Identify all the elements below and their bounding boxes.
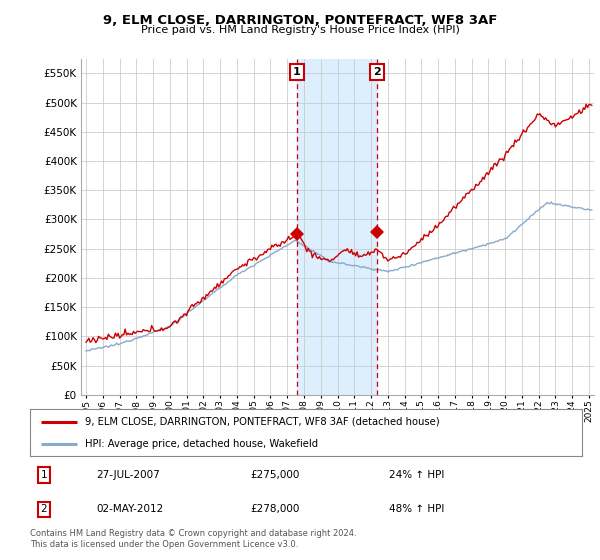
Text: 2: 2 (40, 505, 47, 515)
Text: 2: 2 (373, 67, 380, 77)
Text: 24% ↑ HPI: 24% ↑ HPI (389, 470, 444, 480)
Text: 9, ELM CLOSE, DARRINGTON, PONTEFRACT, WF8 3AF (detached house): 9, ELM CLOSE, DARRINGTON, PONTEFRACT, WF… (85, 417, 440, 427)
Text: £275,000: £275,000 (251, 470, 300, 480)
Text: £278,000: £278,000 (251, 505, 300, 515)
Text: HPI: Average price, detached house, Wakefield: HPI: Average price, detached house, Wake… (85, 438, 319, 449)
Text: 48% ↑ HPI: 48% ↑ HPI (389, 505, 444, 515)
Text: 1: 1 (293, 67, 301, 77)
Text: 27-JUL-2007: 27-JUL-2007 (96, 470, 160, 480)
Text: Price paid vs. HM Land Registry's House Price Index (HPI): Price paid vs. HM Land Registry's House … (140, 25, 460, 35)
Text: Contains HM Land Registry data © Crown copyright and database right 2024.
This d: Contains HM Land Registry data © Crown c… (30, 529, 356, 549)
Text: 9, ELM CLOSE, DARRINGTON, PONTEFRACT, WF8 3AF: 9, ELM CLOSE, DARRINGTON, PONTEFRACT, WF… (103, 14, 497, 27)
Text: 02-MAY-2012: 02-MAY-2012 (96, 505, 163, 515)
Text: 1: 1 (40, 470, 47, 480)
Bar (297, 59, 377, 395)
